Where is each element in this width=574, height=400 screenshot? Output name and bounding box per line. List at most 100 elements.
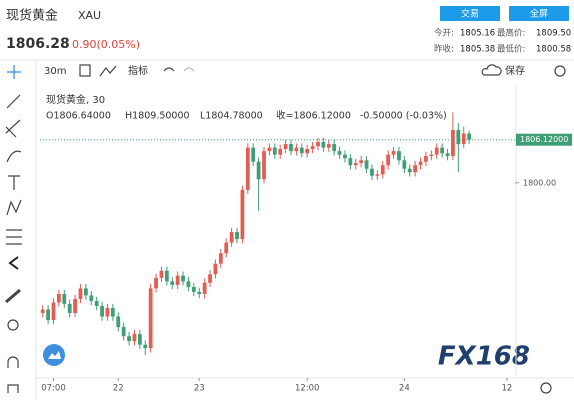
save[interactable]: 保存 xyxy=(505,64,525,77)
candle-body xyxy=(310,146,315,150)
x-tick-label: 24 xyxy=(399,384,410,394)
candle-body xyxy=(305,149,310,154)
stat-label: 最低价: xyxy=(497,44,525,55)
candle-body xyxy=(429,154,434,157)
indicators[interactable]: 指标 xyxy=(128,64,148,77)
cloud-icon[interactable] xyxy=(481,64,502,76)
last-price-box xyxy=(516,133,572,146)
lock[interactable] xyxy=(7,384,19,393)
brush-tool[interactable] xyxy=(6,150,22,163)
candle-body xyxy=(316,141,320,147)
candle-body xyxy=(83,288,88,296)
last-price-label: 1806.12000 xyxy=(520,135,568,144)
symbol: XAU xyxy=(78,9,101,22)
candle-body xyxy=(46,309,50,321)
candle-body xyxy=(262,151,266,180)
candle-body xyxy=(127,336,131,342)
back[interactable] xyxy=(8,256,19,270)
candle-body xyxy=(343,154,347,159)
candle-body xyxy=(40,309,45,313)
fullscreen-label[interactable]: 全屏 xyxy=(530,8,548,20)
crosshair[interactable] xyxy=(7,65,21,79)
fib-tool[interactable] xyxy=(5,119,21,138)
stat-value: 1800.58 xyxy=(536,45,571,55)
candle-body xyxy=(197,291,202,294)
fullscreen-button[interactable] xyxy=(509,6,569,21)
ruler[interactable] xyxy=(5,288,21,304)
interval[interactable]: 30m xyxy=(44,66,66,77)
candle-body xyxy=(337,151,342,155)
candle-icon[interactable] xyxy=(79,64,91,77)
candle-body xyxy=(51,302,56,321)
watermark: FX168 xyxy=(438,342,530,372)
candle-body xyxy=(181,275,185,282)
magnet[interactable] xyxy=(7,356,19,368)
settings[interactable] xyxy=(554,65,566,77)
pattern-tool[interactable] xyxy=(6,199,22,216)
candle-body xyxy=(78,288,83,299)
candle-body xyxy=(67,303,72,313)
candle-body xyxy=(89,295,94,302)
candle-body xyxy=(202,282,207,294)
candle-body xyxy=(451,130,455,157)
undo[interactable] xyxy=(163,67,175,72)
legend-high: H1809.50000 xyxy=(125,111,190,122)
y-tick-label: 1800.00 xyxy=(523,178,556,187)
change: 0.90(0.05%) xyxy=(72,38,140,51)
candle-body xyxy=(332,144,337,152)
candle-body xyxy=(100,305,104,317)
trade-button[interactable] xyxy=(440,6,500,21)
indicator-icon[interactable] xyxy=(99,65,117,77)
candle-body xyxy=(121,327,126,337)
x-tick-label: 07:00 xyxy=(41,384,66,394)
candle-body xyxy=(94,301,99,306)
stat-value: 1805.16 xyxy=(460,29,495,39)
candle-body xyxy=(386,154,391,166)
zoom[interactable] xyxy=(7,319,19,331)
candle-body xyxy=(240,189,245,240)
candle-body xyxy=(148,288,153,349)
chart-settings[interactable] xyxy=(540,382,552,394)
candle-body xyxy=(467,133,472,140)
candle-body xyxy=(116,316,121,328)
text-tool[interactable] xyxy=(8,175,20,190)
candle-body xyxy=(251,147,256,162)
legend-name: 现货黄金, 30 xyxy=(46,93,105,106)
candle-body xyxy=(256,161,261,180)
candle-body xyxy=(105,308,110,317)
candle-body xyxy=(73,298,77,313)
candle-body xyxy=(359,160,364,164)
legend-open: O1806.64000 xyxy=(46,111,111,122)
legend-close: 收=1806.12000 xyxy=(276,110,351,122)
candle-body xyxy=(326,144,331,148)
prediction-tool[interactable] xyxy=(6,229,22,245)
stat-label: 今开: xyxy=(434,28,454,39)
candle-body xyxy=(402,160,407,169)
candle-body xyxy=(164,270,169,282)
candle-body xyxy=(289,144,293,152)
candle-body xyxy=(370,168,374,176)
candle-body xyxy=(445,153,450,157)
candle-body xyxy=(299,147,304,154)
candle-body xyxy=(321,141,326,148)
candle-body xyxy=(380,165,385,175)
candle-body xyxy=(348,158,353,166)
trade-label[interactable]: 交易 xyxy=(461,8,479,20)
candle-body xyxy=(456,130,461,145)
candle-body xyxy=(413,165,418,173)
line-tool[interactable] xyxy=(6,94,21,109)
candle-body xyxy=(418,161,423,166)
stat-value: 1805.38 xyxy=(460,45,495,55)
price: 1806.28 xyxy=(6,36,70,52)
x-tick-label: 12 xyxy=(501,384,512,394)
title: 现货黄金 xyxy=(6,8,58,24)
candle-body xyxy=(110,308,115,317)
redo[interactable] xyxy=(183,67,195,72)
candle-body xyxy=(272,147,277,155)
candle-body xyxy=(245,147,250,190)
candle-body xyxy=(208,274,212,283)
x-tick-label: 12:00 xyxy=(295,384,320,394)
candle-body xyxy=(391,151,396,155)
candle-body xyxy=(278,149,283,155)
